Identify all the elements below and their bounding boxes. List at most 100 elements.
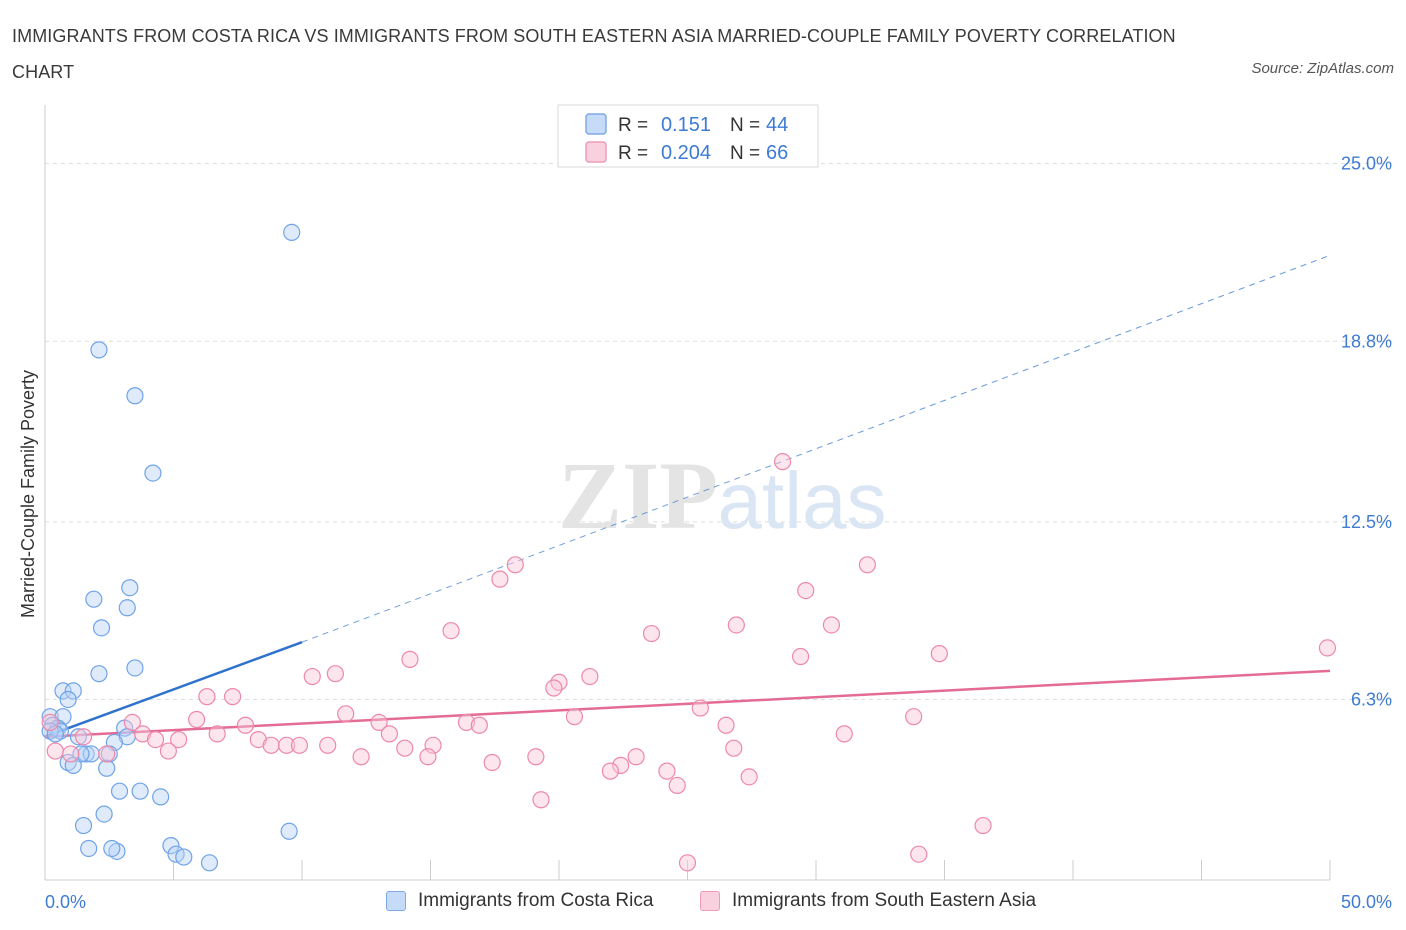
point-costa-rica	[59, 690, 77, 709]
point-costa-rica	[85, 590, 103, 608]
point-costa-rica	[126, 659, 144, 677]
point-se-asia	[642, 624, 661, 643]
point-costa-rica	[200, 854, 219, 872]
y-tick-label: 12.5%	[1341, 512, 1392, 532]
point-costa-rica	[64, 682, 82, 700]
point-costa-rica	[69, 728, 88, 746]
axis-layer: 6.3% 12.5% 18.8% 25.0% 0.0% 50.0%	[44, 105, 1392, 912]
point-se-asia	[62, 745, 80, 763]
point-costa-rica	[80, 839, 98, 858]
stats-r-label: R =	[618, 143, 648, 164]
point-costa-rica	[131, 782, 149, 800]
point-costa-rica	[92, 619, 111, 637]
stats-r-value: 0.151	[661, 114, 711, 136]
point-se-asia	[146, 730, 165, 749]
point-se-asia	[326, 665, 345, 683]
point-se-asia	[401, 650, 419, 668]
point-costa-rica	[90, 341, 108, 359]
point-se-asia	[930, 645, 948, 663]
point-costa-rica	[98, 759, 116, 777]
point-costa-rica	[144, 464, 162, 482]
point-se-asia	[678, 854, 697, 872]
point-se-asia	[627, 748, 645, 766]
point-se-asia	[691, 699, 709, 717]
point-se-asia	[198, 688, 216, 706]
points-layer	[41, 223, 1337, 872]
legend-item-se-asia[interactable]: Immigrants from South Eastern Asia	[700, 890, 1036, 912]
series-se-asia	[41, 453, 1337, 872]
point-se-asia	[581, 667, 599, 686]
point-se-asia	[910, 845, 928, 863]
point-se-asia	[773, 453, 792, 471]
point-se-asia	[41, 713, 59, 732]
watermark-atlas: atlas	[718, 456, 887, 545]
point-se-asia	[483, 753, 501, 772]
point-se-asia	[797, 581, 815, 600]
stats-legend: R = 0.151 N = 44 R = 0.204 N = 66	[557, 104, 819, 168]
point-se-asia	[601, 762, 620, 780]
trend-costa-rica-extension	[301, 254, 1331, 643]
series-legend: Immigrants from Costa Rica Immigrants fr…	[0, 884, 1406, 920]
point-se-asia	[1318, 639, 1337, 657]
stats-swatch	[585, 141, 607, 163]
point-se-asia	[491, 570, 509, 588]
stats-n-value: 66	[766, 142, 788, 164]
grid-layer	[45, 163, 1392, 700]
point-se-asia	[319, 736, 337, 754]
point-se-asia	[858, 556, 877, 574]
stats-n-value: 44	[766, 114, 788, 136]
y-tick-label: 6.3%	[1351, 689, 1392, 709]
legend-label-costa-rica: Immigrants from Costa Rica	[418, 890, 654, 911]
point-costa-rica	[126, 387, 144, 405]
point-se-asia	[277, 736, 296, 754]
point-se-asia	[188, 710, 206, 729]
point-se-asia	[46, 742, 64, 760]
point-costa-rica	[118, 599, 136, 617]
point-se-asia	[974, 816, 992, 835]
point-se-asia	[612, 756, 630, 774]
point-se-asia	[725, 739, 743, 757]
point-costa-rica	[175, 848, 193, 866]
point-se-asia	[727, 616, 745, 634]
point-se-asia	[532, 791, 550, 809]
point-se-asia	[442, 622, 460, 640]
point-se-asia	[303, 667, 321, 686]
source-label: Source: ZipAtlas.com	[1251, 60, 1394, 77]
point-se-asia	[506, 556, 524, 574]
legend-item-costa-rica[interactable]: Immigrants from Costa Rica	[386, 890, 653, 912]
point-costa-rica	[103, 839, 121, 858]
point-costa-rica	[108, 842, 126, 860]
point-se-asia	[236, 716, 255, 734]
point-se-asia	[170, 730, 188, 749]
trend-costa-rica	[44, 640, 303, 738]
point-costa-rica	[90, 665, 108, 683]
point-costa-rica	[110, 782, 129, 800]
point-se-asia	[717, 716, 735, 734]
stats-n-label: N =	[730, 143, 760, 164]
point-costa-rica	[152, 788, 170, 806]
point-costa-rica	[283, 223, 301, 242]
point-costa-rica	[74, 816, 93, 835]
point-costa-rica	[121, 579, 139, 597]
point-costa-rica	[162, 837, 180, 855]
point-costa-rica	[280, 822, 298, 840]
series-costa-rica	[41, 223, 301, 872]
chart-title: IMMIGRANTS FROM COSTA RICA VS IMMIGRANTS…	[12, 26, 1176, 82]
point-se-asia	[98, 745, 116, 763]
y-axis-label-layer: Married-Couple Family Poverty	[18, 370, 38, 618]
legend-swatch-blue	[386, 891, 406, 911]
trend-se-asia	[44, 669, 1331, 738]
point-se-asia	[262, 736, 280, 754]
x-tick-label: 0.0%	[45, 892, 86, 912]
point-se-asia	[337, 705, 355, 723]
point-se-asia	[565, 708, 584, 726]
stats-r-value: 0.204	[661, 142, 711, 164]
point-se-asia	[159, 742, 177, 760]
point-se-asia	[457, 713, 476, 732]
point-se-asia	[419, 748, 437, 766]
point-se-asia	[791, 647, 810, 666]
point-se-asia	[396, 739, 414, 757]
point-se-asia	[352, 748, 370, 766]
point-se-asia	[123, 713, 141, 732]
